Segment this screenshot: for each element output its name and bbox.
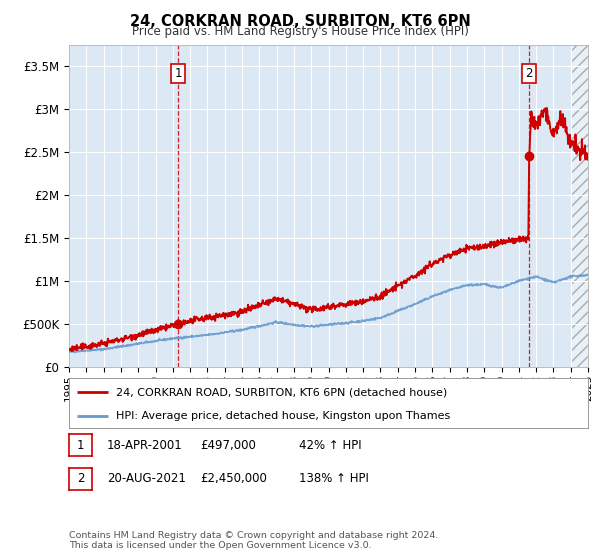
Text: 2: 2	[526, 67, 533, 80]
Text: 20-AUG-2021: 20-AUG-2021	[107, 472, 185, 486]
Text: 1: 1	[174, 67, 182, 80]
Bar	[571, 45, 588, 367]
Text: 24, CORKRAN ROAD, SURBITON, KT6 6PN (detached house): 24, CORKRAN ROAD, SURBITON, KT6 6PN (det…	[116, 387, 447, 397]
Text: HPI: Average price, detached house, Kingston upon Thames: HPI: Average price, detached house, King…	[116, 411, 450, 421]
Text: 18-APR-2001: 18-APR-2001	[107, 438, 182, 452]
Text: 24, CORKRAN ROAD, SURBITON, KT6 6PN: 24, CORKRAN ROAD, SURBITON, KT6 6PN	[130, 14, 470, 29]
Text: 1: 1	[77, 438, 84, 452]
Bar	[571, 45, 588, 367]
Text: 42% ↑ HPI: 42% ↑ HPI	[299, 438, 361, 452]
Text: 138% ↑ HPI: 138% ↑ HPI	[299, 472, 368, 486]
Text: 2: 2	[77, 472, 84, 486]
Text: Price paid vs. HM Land Registry's House Price Index (HPI): Price paid vs. HM Land Registry's House …	[131, 25, 469, 38]
Text: Contains HM Land Registry data © Crown copyright and database right 2024.
This d: Contains HM Land Registry data © Crown c…	[69, 530, 439, 550]
Text: £497,000: £497,000	[200, 438, 256, 452]
Text: £2,450,000: £2,450,000	[200, 472, 266, 486]
